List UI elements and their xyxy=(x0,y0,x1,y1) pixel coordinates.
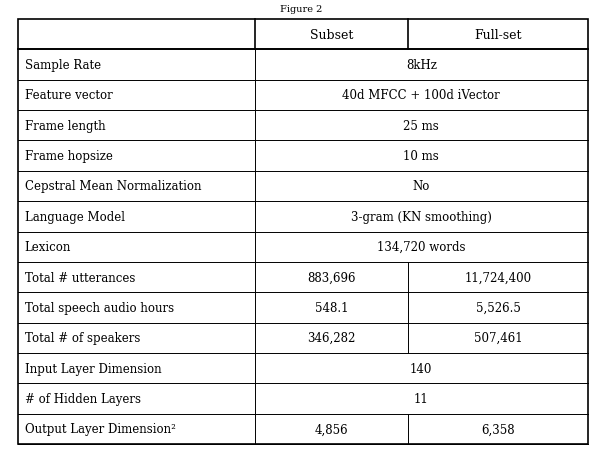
Text: 134,720 words: 134,720 words xyxy=(377,241,465,254)
Text: Language Model: Language Model xyxy=(25,210,125,224)
Text: 883,696: 883,696 xyxy=(307,271,356,284)
Text: 3-gram (KN smoothing): 3-gram (KN smoothing) xyxy=(351,210,492,224)
Text: Frame length: Frame length xyxy=(25,119,105,133)
Text: Feature vector: Feature vector xyxy=(25,89,113,102)
Text: Total # of speakers: Total # of speakers xyxy=(25,331,140,345)
Text: Output Layer Dimension²: Output Layer Dimension² xyxy=(25,422,175,436)
Text: 140: 140 xyxy=(410,362,432,375)
Text: Subset: Subset xyxy=(310,28,353,42)
Text: Total # utterances: Total # utterances xyxy=(25,271,135,284)
Text: 11: 11 xyxy=(414,392,429,405)
Text: 346,282: 346,282 xyxy=(307,331,356,345)
Text: 548.1: 548.1 xyxy=(315,301,348,314)
Text: Total speech audio hours: Total speech audio hours xyxy=(25,301,174,314)
Text: Frame hopsize: Frame hopsize xyxy=(25,150,113,163)
Text: 507,461: 507,461 xyxy=(474,331,523,345)
Text: 5,526.5: 5,526.5 xyxy=(476,301,521,314)
Text: # of Hidden Layers: # of Hidden Layers xyxy=(25,392,140,405)
Text: Input Layer Dimension: Input Layer Dimension xyxy=(25,362,161,375)
Text: 10 ms: 10 ms xyxy=(403,150,439,163)
Text: No: No xyxy=(412,180,430,193)
Text: 8kHz: 8kHz xyxy=(406,59,436,72)
Text: Sample Rate: Sample Rate xyxy=(25,59,101,72)
Text: 40d MFCC + 100d iVector: 40d MFCC + 100d iVector xyxy=(343,89,500,102)
Text: Full-set: Full-set xyxy=(474,28,522,42)
Text: Cepstral Mean Normalization: Cepstral Mean Normalization xyxy=(25,180,201,193)
Text: 6,358: 6,358 xyxy=(482,422,515,436)
Text: Figure 2: Figure 2 xyxy=(280,5,322,14)
Text: Lexicon: Lexicon xyxy=(25,241,71,254)
Text: 11,724,400: 11,724,400 xyxy=(465,271,532,284)
Text: 4,856: 4,856 xyxy=(315,422,349,436)
Text: 25 ms: 25 ms xyxy=(403,119,439,133)
